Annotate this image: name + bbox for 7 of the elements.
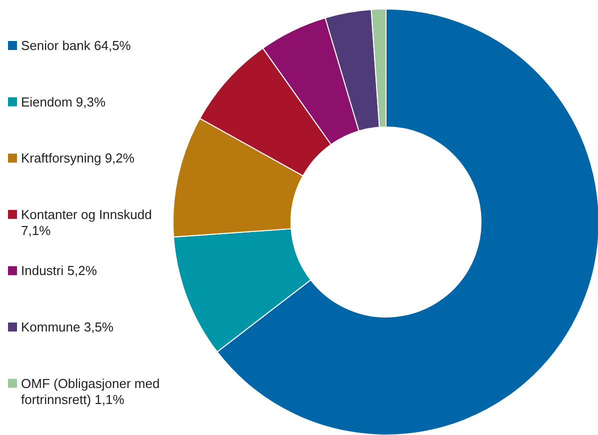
legend-label: Kontanter og Innskudd 7,1% <box>21 206 152 238</box>
legend-label: OMF (Obligasjoner med fortrinnsrett) 1,1% <box>21 376 160 407</box>
legend-label: Senior bank 64,5% <box>21 38 132 53</box>
legend-label: Kraftforsyning 9,2% <box>21 150 135 166</box>
legend-label: Industri 5,2% <box>21 263 98 278</box>
legend-label: Eiendom 9,3% <box>21 94 106 110</box>
legend-label: Kommune 3,5% <box>21 320 114 334</box>
